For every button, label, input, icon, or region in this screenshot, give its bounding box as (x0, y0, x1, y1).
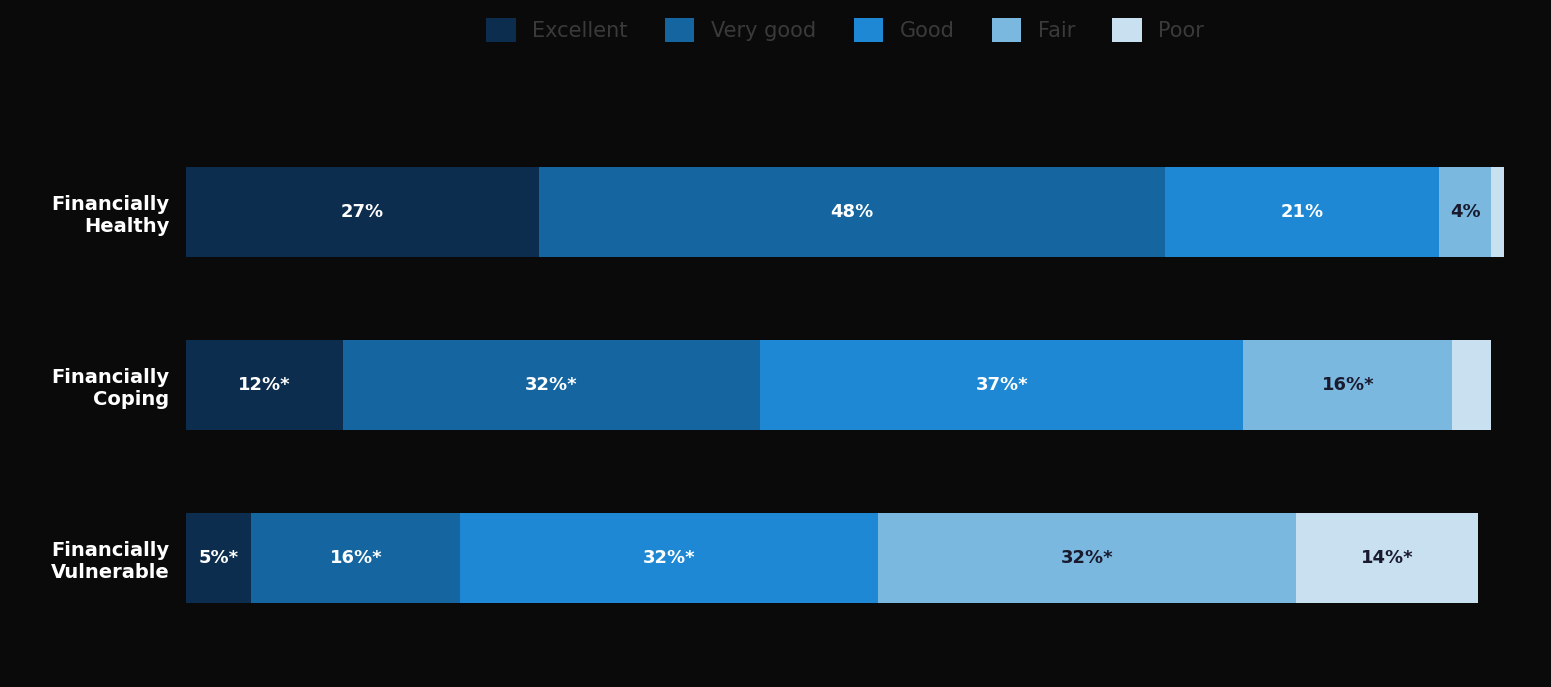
Text: 32%*: 32%* (1061, 549, 1114, 567)
Bar (1295, 513, 1478, 602)
Text: 16%*: 16%* (1321, 376, 1374, 394)
Text: 32%*: 32%* (526, 376, 579, 394)
Bar (461, 513, 878, 602)
Text: 27%: 27% (341, 203, 385, 221)
Text: 12%*: 12%* (239, 376, 290, 394)
Bar (1165, 167, 1439, 257)
Text: 21%: 21% (1281, 203, 1323, 221)
Bar (538, 167, 1165, 257)
Bar (1439, 167, 1492, 257)
Text: 37%*: 37%* (976, 376, 1028, 394)
Bar (1452, 340, 1492, 429)
Bar (1492, 167, 1504, 257)
Bar (1244, 340, 1452, 429)
Text: 16%*: 16%* (329, 549, 382, 567)
Bar (186, 513, 251, 602)
Text: 4%: 4% (1450, 203, 1481, 221)
Text: 32%*: 32%* (642, 549, 695, 567)
Bar (878, 513, 1295, 602)
Bar (251, 513, 461, 602)
Text: 14%*: 14%* (1360, 549, 1413, 567)
Text: 5%*: 5%* (199, 549, 239, 567)
Text: 48%: 48% (830, 203, 873, 221)
Bar (760, 340, 1244, 429)
Legend: Excellent, Very good, Good, Fair, Poor: Excellent, Very good, Good, Fair, Poor (478, 10, 1213, 50)
Bar (343, 340, 760, 429)
Bar (186, 167, 538, 257)
Bar (186, 340, 343, 429)
